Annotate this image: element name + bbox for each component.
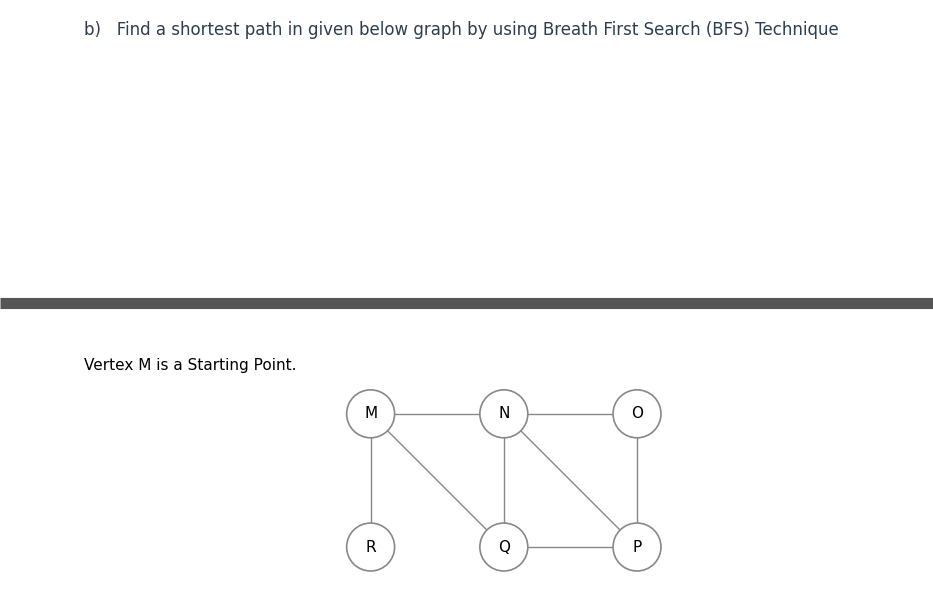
Text: b)   Find a shortest path in given below graph by using Breath First Search (BFS: b) Find a shortest path in given below g… — [84, 21, 839, 39]
Circle shape — [480, 523, 528, 571]
Text: R: R — [366, 540, 376, 554]
Circle shape — [347, 523, 395, 571]
Text: Vertex M is a Starting Point.: Vertex M is a Starting Point. — [84, 358, 297, 373]
Text: N: N — [498, 406, 509, 421]
Circle shape — [480, 390, 528, 438]
Text: M: M — [364, 406, 377, 421]
Text: Q: Q — [498, 540, 509, 554]
Text: P: P — [633, 540, 642, 554]
Circle shape — [347, 390, 395, 438]
Circle shape — [613, 523, 661, 571]
Circle shape — [613, 390, 661, 438]
Text: O: O — [631, 406, 643, 421]
